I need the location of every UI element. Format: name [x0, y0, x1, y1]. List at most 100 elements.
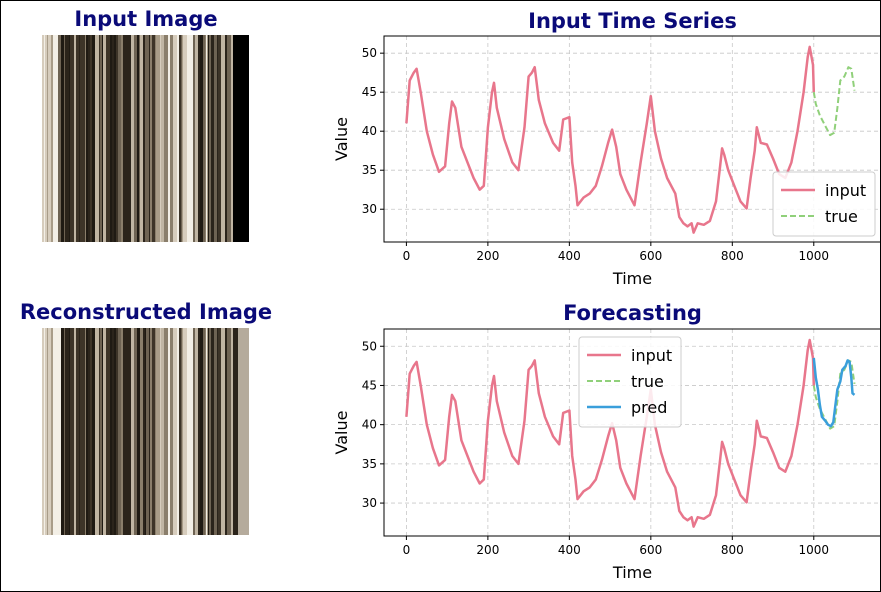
stripe — [95, 35, 99, 242]
stripe — [65, 328, 69, 535]
stripe — [47, 35, 48, 242]
stripe — [110, 35, 112, 242]
stripe — [137, 328, 139, 535]
reconstructed-image-stripes — [42, 328, 249, 535]
chart-title: Input Time Series — [528, 9, 737, 33]
stripe — [61, 328, 64, 535]
input-image-title: Input Image — [74, 7, 218, 31]
stripe — [102, 35, 103, 242]
legend-label-pred: pred — [631, 398, 667, 417]
stripe — [198, 328, 200, 535]
x-tick-label: 200 — [476, 249, 499, 263]
reconstructed-image-title: Reconstructed Image — [19, 300, 273, 324]
stripe — [207, 35, 208, 242]
stripe — [160, 35, 161, 242]
stripe — [187, 328, 188, 535]
stripe — [150, 328, 152, 535]
stripe — [69, 328, 70, 535]
stripe — [127, 328, 131, 535]
stripe — [169, 35, 170, 242]
y-tick-label: 30 — [362, 202, 377, 216]
stripe — [82, 35, 85, 242]
stripe — [85, 328, 86, 535]
stripe — [131, 35, 134, 242]
stripe — [45, 328, 47, 535]
legend-box — [772, 171, 876, 237]
x-tick-label: 1000 — [799, 249, 830, 263]
stripe — [48, 328, 51, 535]
stripe — [92, 328, 95, 535]
stripe — [42, 328, 44, 535]
x-tick-label: 200 — [476, 543, 499, 557]
stripe — [134, 328, 137, 535]
stripe — [205, 35, 206, 242]
legend: input true pred — [578, 336, 682, 428]
y-axis-label: Value — [332, 411, 351, 455]
stripe — [146, 35, 149, 242]
reconstructed-image — [42, 328, 249, 535]
stripe — [198, 35, 200, 242]
stripe — [181, 35, 182, 242]
stripe — [225, 328, 227, 535]
input-time-series-chart: Input Time Series 0 200 400 600 800 1000 30 35 40… — [332, 9, 880, 288]
stripe — [140, 328, 143, 535]
stripe — [80, 328, 82, 535]
stripe — [88, 35, 89, 242]
stripe — [45, 35, 47, 242]
stripe — [103, 328, 106, 535]
stripe — [193, 35, 195, 242]
stripe — [145, 35, 146, 242]
stripe — [79, 35, 80, 242]
stripe — [112, 328, 114, 535]
series-line-input — [405, 45, 816, 234]
stripe — [218, 328, 221, 535]
stripe — [86, 328, 88, 535]
stripe — [89, 328, 90, 535]
stripe — [188, 328, 191, 535]
right-band — [238, 328, 249, 535]
stripe — [193, 328, 195, 535]
stripe — [208, 328, 209, 535]
stripe — [58, 328, 61, 535]
stripe — [182, 328, 183, 535]
stripe — [82, 328, 85, 535]
x-axis-label: Time — [612, 563, 652, 582]
stripe — [183, 328, 187, 535]
stripe — [70, 35, 74, 242]
stripe — [61, 35, 64, 242]
stripe — [179, 328, 181, 535]
stripe — [76, 35, 79, 242]
stripe — [131, 328, 134, 535]
stripe — [156, 328, 160, 535]
y-tick-label: 40 — [362, 418, 377, 432]
stripe — [143, 328, 145, 535]
forecasting-chart: Forecasting 0 200 400 600 800 1000 30 35 40 45 50 Ti… — [332, 301, 880, 582]
stripe — [182, 35, 183, 242]
stripe — [155, 328, 156, 535]
stripe — [53, 35, 56, 242]
stripe — [209, 35, 211, 242]
stripe — [69, 35, 70, 242]
stripe — [173, 328, 177, 535]
stripe — [118, 328, 121, 535]
series-line-true — [812, 66, 856, 137]
stripe — [152, 35, 155, 242]
stripe — [70, 328, 74, 535]
stripe — [200, 328, 203, 535]
stripe — [183, 35, 187, 242]
y-tick-label: 45 — [362, 378, 377, 392]
stripe — [188, 35, 191, 242]
y-tick-label: 30 — [362, 496, 377, 510]
stripe — [56, 35, 58, 242]
y-tick-label: 35 — [362, 457, 377, 471]
stripe — [187, 35, 188, 242]
stripe — [95, 328, 99, 535]
legend-box — [578, 336, 682, 428]
stripe — [79, 328, 80, 535]
stripe — [106, 35, 110, 242]
stripe — [231, 35, 233, 242]
stripe — [227, 328, 231, 535]
stripe — [207, 328, 208, 535]
input-image — [42, 35, 249, 242]
